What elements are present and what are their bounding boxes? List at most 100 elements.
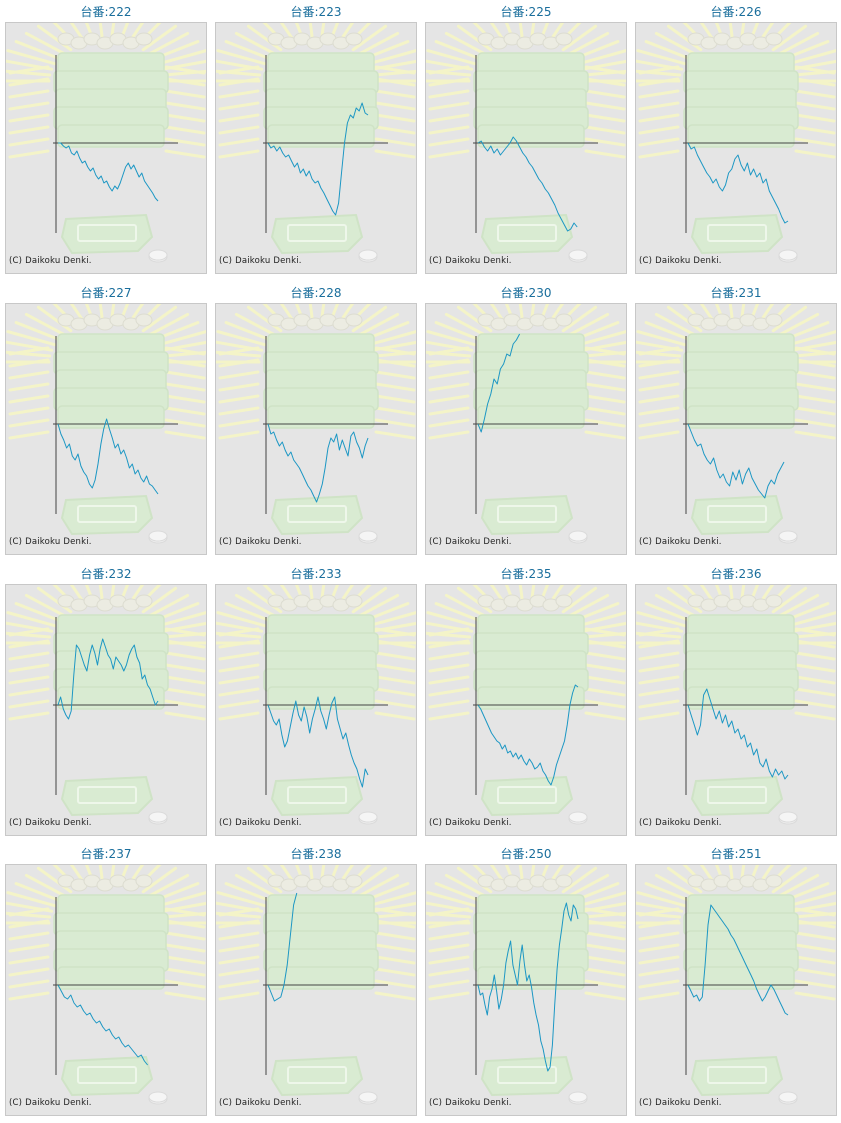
machine-number-label[interactable]: 台番:232 [80, 567, 132, 581]
slot-machine-watermark-icon [6, 23, 206, 263]
copyright-credit: (C) Daikoku Denki. [219, 818, 302, 828]
chart-card[interactable]: 台番:227 (C) Daikoku Denki. [3, 281, 209, 557]
chart-card[interactable]: 台番:250 (C) Daikoku Denki. [423, 842, 629, 1118]
slot-machine-watermark-icon [6, 585, 206, 825]
chart-card[interactable]: 台番:231 (C) Daikoku Denki. [633, 281, 839, 557]
slump-graph-svg [636, 585, 836, 825]
copyright-credit: (C) Daikoku Denki. [9, 818, 92, 828]
slump-series-line [477, 333, 521, 433]
slump-graph-panel: (C) Daikoku Denki. [5, 22, 207, 274]
slump-series-line [57, 984, 148, 1066]
copyright-credit: (C) Daikoku Denki. [219, 256, 302, 266]
machine-number-label[interactable]: 台番:226 [710, 5, 762, 19]
chart-card[interactable]: 台番:235 (C) Daikoku Denki. [423, 562, 629, 838]
machine-number-label[interactable]: 台番:230 [500, 286, 552, 300]
slump-graph-panel: (C) Daikoku Denki. [5, 584, 207, 836]
machine-number-label[interactable]: 台番:238 [290, 847, 342, 861]
chart-card[interactable]: 台番:223 (C) Daikoku Denki. [213, 0, 419, 276]
slump-graph-svg [636, 304, 836, 544]
slump-graph-panel: (C) Daikoku Denki. [215, 864, 417, 1116]
machine-number-label[interactable]: 台番:233 [290, 567, 342, 581]
machine-number-label[interactable]: 台番:225 [500, 5, 552, 19]
slot-machine-watermark-icon [426, 304, 626, 544]
slump-graph-svg [216, 585, 416, 825]
machine-number-label[interactable]: 台番:228 [290, 286, 342, 300]
slump-series-line [267, 892, 298, 1002]
machine-number-label[interactable]: 台番:251 [710, 847, 762, 861]
slump-graph-panel: (C) Daikoku Denki. [425, 22, 627, 274]
slump-graph-svg [6, 865, 206, 1105]
slump-series-line [267, 696, 369, 788]
slump-graph-panel: (C) Daikoku Denki. [215, 584, 417, 836]
copyright-credit: (C) Daikoku Denki. [429, 537, 512, 547]
copyright-credit: (C) Daikoku Denki. [219, 537, 302, 547]
chart-card[interactable]: 台番:232 (C) Daikoku Denki. [3, 562, 209, 838]
machine-number-label[interactable]: 台番:235 [500, 567, 552, 581]
slot-machine-watermark-icon [426, 23, 626, 263]
slump-series-line [477, 684, 579, 786]
copyright-credit: (C) Daikoku Denki. [9, 537, 92, 547]
slump-graph-svg [216, 23, 416, 263]
slump-graph-panel: (C) Daikoku Denki. [635, 22, 837, 274]
chart-card[interactable]: 台番:236 (C) Daikoku Denki. [633, 562, 839, 838]
slump-graph-panel: (C) Daikoku Denki. [635, 584, 837, 836]
copyright-credit: (C) Daikoku Denki. [429, 1098, 512, 1108]
slump-graph-svg [6, 585, 206, 825]
slump-graph-svg [426, 585, 626, 825]
slump-series-line [687, 142, 789, 224]
copyright-credit: (C) Daikoku Denki. [429, 256, 512, 266]
slot-machine-watermark-icon [216, 585, 416, 825]
copyright-credit: (C) Daikoku Denki. [9, 256, 92, 266]
slump-graph-panel: (C) Daikoku Denki. [215, 22, 417, 274]
machine-number-label[interactable]: 台番:237 [80, 847, 132, 861]
copyright-credit: (C) Daikoku Denki. [9, 1098, 92, 1108]
slump-graph-panel: (C) Daikoku Denki. [5, 303, 207, 555]
slump-series-line [57, 418, 159, 495]
chart-card[interactable]: 台番:222 (C) Daikoku Denki. [3, 0, 209, 276]
slump-graph-panel: (C) Daikoku Denki. [5, 864, 207, 1116]
slump-series-line [687, 904, 789, 1016]
machine-number-label[interactable]: 台番:223 [290, 5, 342, 19]
slump-graph-svg [636, 865, 836, 1105]
chart-card[interactable]: 台番:230 (C) Daikoku Denki. [423, 281, 629, 557]
slot-machine-watermark-icon [426, 585, 626, 825]
slump-graph-svg [426, 304, 626, 544]
machine-number-label[interactable]: 台番:236 [710, 567, 762, 581]
slot-machine-watermark-icon [216, 304, 416, 544]
copyright-credit: (C) Daikoku Denki. [639, 256, 722, 266]
slot-machine-watermark-icon [216, 865, 416, 1105]
slot-machine-watermark-icon [216, 23, 416, 263]
chart-card[interactable]: 台番:226 (C) Daikoku Denki. [633, 0, 839, 276]
slot-machine-watermark-icon [636, 585, 836, 825]
chart-card[interactable]: 台番:233 (C) Daikoku Denki. [213, 562, 419, 838]
machine-number-label[interactable]: 台番:227 [80, 286, 132, 300]
chart-card[interactable]: 台番:225 (C) Daikoku Denki. [423, 0, 629, 276]
chart-card[interactable]: 台番:238 (C) Daikoku Denki. [213, 842, 419, 1118]
machine-number-label[interactable]: 台番:231 [710, 286, 762, 300]
slump-series-line [687, 688, 789, 780]
machine-number-label[interactable]: 台番:250 [500, 847, 552, 861]
slump-graph-svg [636, 23, 836, 263]
slump-graph-panel: (C) Daikoku Denki. [215, 303, 417, 555]
slump-graph-svg [6, 23, 206, 263]
machine-number-label[interactable]: 台番:222 [80, 5, 132, 19]
slot-machine-watermark-icon [636, 304, 836, 544]
copyright-credit: (C) Daikoku Denki. [639, 1098, 722, 1108]
slump-series-line [477, 902, 579, 1072]
chart-card[interactable]: 台番:228 (C) Daikoku Denki. [213, 281, 419, 557]
slump-graph-panel: (C) Daikoku Denki. [635, 864, 837, 1116]
slump-graph-panel: (C) Daikoku Denki. [425, 303, 627, 555]
slot-machine-watermark-icon [426, 865, 626, 1105]
slump-series-line [687, 423, 785, 499]
slump-graph-panel: (C) Daikoku Denki. [425, 864, 627, 1116]
slump-series-line [267, 102, 369, 216]
slump-series-line [58, 142, 159, 202]
slump-graph-svg [6, 304, 206, 544]
chart-card[interactable]: 台番:251 (C) Daikoku Denki. [633, 842, 839, 1118]
slot-machine-watermark-icon [636, 865, 836, 1105]
slot-machine-watermark-icon [6, 304, 206, 544]
slump-graph-svg [426, 865, 626, 1105]
chart-card[interactable]: 台番:237 (C) Daikoku Denki. [3, 842, 209, 1118]
slot-machine-watermark-icon [636, 23, 836, 263]
